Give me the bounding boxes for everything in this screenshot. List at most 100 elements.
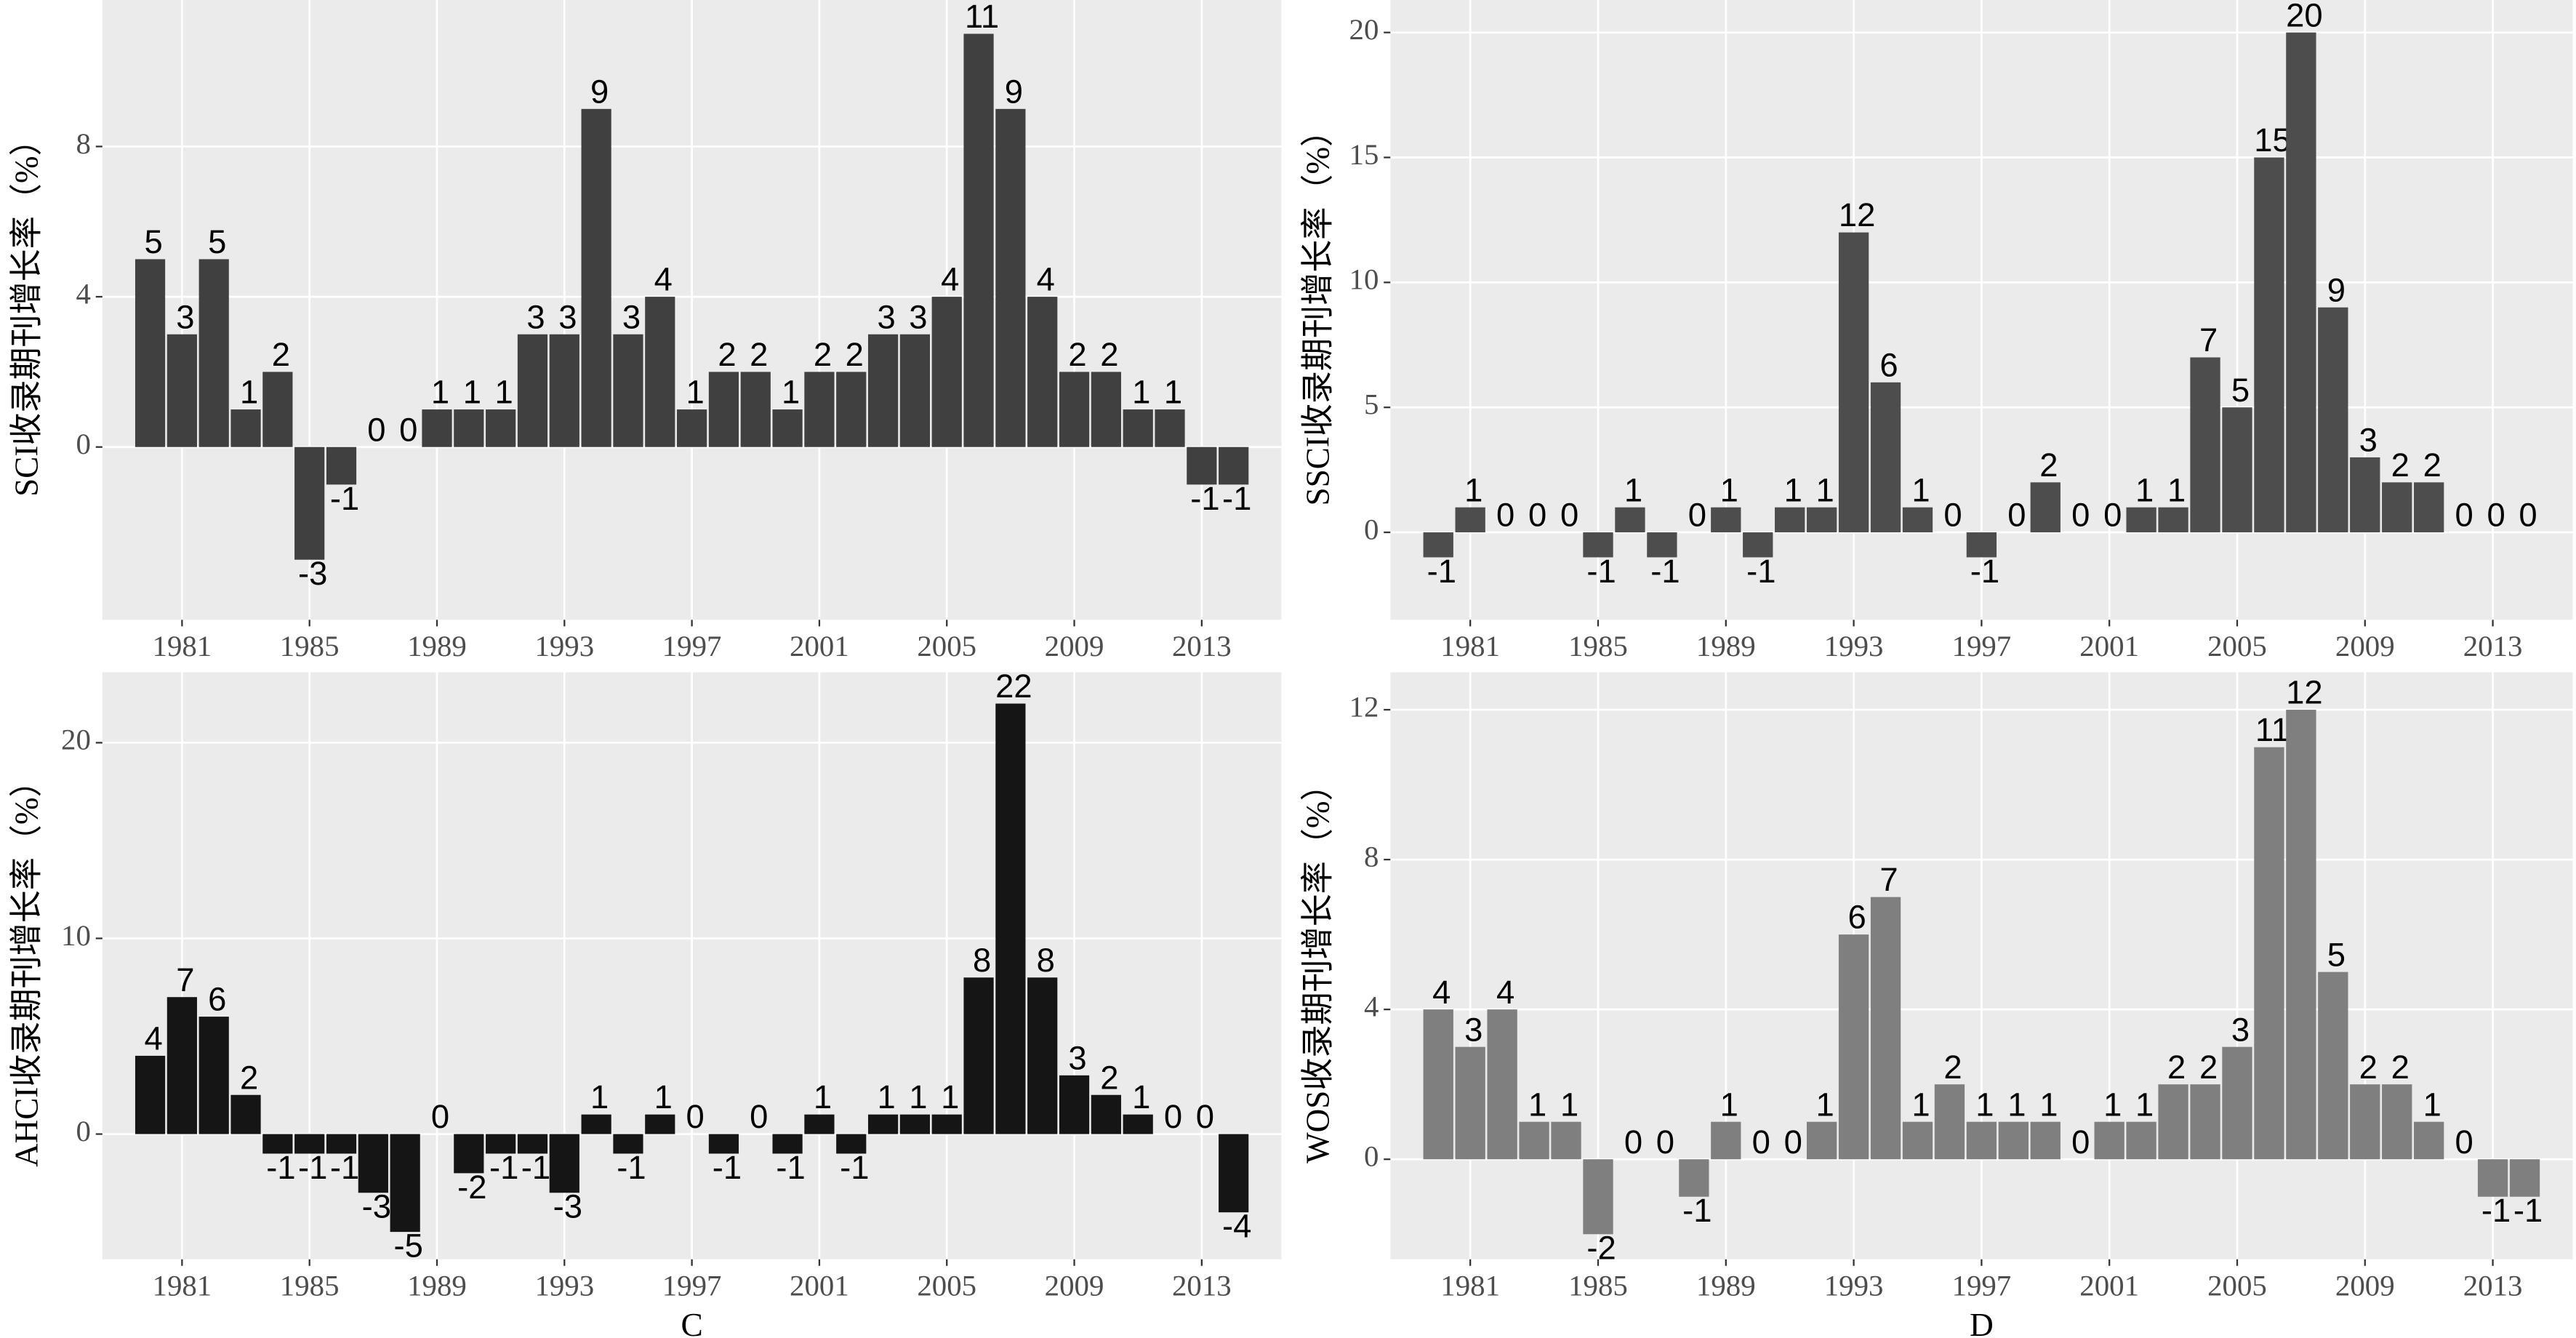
bar — [2286, 32, 2316, 533]
y-tick-label: 0 — [76, 1115, 90, 1147]
bar — [2414, 1121, 2444, 1160]
value-label: 1 — [495, 374, 513, 411]
y-tick-label: 20 — [61, 724, 91, 756]
bar — [230, 1094, 261, 1134]
value-label: 1 — [1911, 471, 1930, 508]
value-label: 1 — [1720, 471, 1738, 508]
x-axis-title: D — [1970, 1307, 1994, 1338]
value-label: 3 — [622, 299, 641, 336]
bar — [963, 977, 994, 1134]
bar — [2126, 507, 2156, 533]
bar — [294, 446, 325, 560]
x-tick-label: 2001 — [790, 1270, 849, 1302]
value-label: 2 — [2039, 446, 2058, 484]
value-label: 9 — [2327, 272, 2346, 309]
bar — [1806, 1121, 1837, 1160]
value-label: 7 — [2199, 321, 2218, 358]
y-tick-label: 5 — [1364, 388, 1379, 421]
y-axis-title: SCI收录期刊增长率（%） — [8, 123, 44, 497]
value-label: 0 — [1196, 1098, 1214, 1135]
bar — [1059, 1075, 1090, 1134]
value-label: 4 — [654, 261, 673, 298]
bar — [708, 1134, 739, 1154]
bar — [677, 409, 707, 447]
bar — [2222, 1046, 2252, 1160]
value-label: 1 — [782, 374, 800, 411]
x-tick-label: 2009 — [2335, 630, 2395, 662]
x-tick-label: 2013 — [1172, 630, 1232, 662]
value-label: -3 — [553, 1188, 582, 1225]
value-label: 1 — [2423, 1086, 2441, 1123]
x-tick-label: 1997 — [662, 630, 722, 662]
y-tick-label: 8 — [76, 127, 90, 160]
value-label: 0 — [2487, 497, 2505, 534]
value-label: 6 — [208, 981, 226, 1018]
value-label: 0 — [399, 411, 417, 448]
value-label: 3 — [558, 299, 577, 336]
value-label: 0 — [1752, 1123, 1770, 1161]
bar — [1423, 1009, 1453, 1160]
value-label: -5 — [394, 1227, 423, 1265]
bar — [135, 1055, 166, 1134]
bar — [2222, 407, 2252, 533]
bar — [2190, 1084, 2220, 1160]
bar — [517, 334, 548, 447]
x-tick-label: 1989 — [407, 630, 467, 662]
value-label: 3 — [526, 299, 545, 336]
value-label: 1 — [1464, 471, 1482, 508]
bar — [613, 1134, 643, 1154]
value-label: 3 — [2359, 422, 2378, 459]
value-label: 22 — [995, 668, 1032, 705]
bar — [198, 1017, 229, 1134]
value-label: 2 — [2391, 1049, 2410, 1086]
value-label: -2 — [457, 1169, 486, 1206]
value-label: 0 — [1784, 1123, 1802, 1161]
x-tick-label: 1997 — [662, 1270, 722, 1302]
bar — [899, 334, 931, 447]
value-label: 0 — [2071, 1123, 2090, 1161]
value-label: 2 — [846, 336, 864, 373]
value-label: 1 — [2135, 1086, 2154, 1123]
value-label: -1 — [1586, 553, 1616, 590]
value-label: 2 — [1100, 1059, 1118, 1096]
bar — [708, 372, 739, 447]
bar — [836, 1134, 867, 1154]
bar — [1219, 446, 1249, 485]
value-label: 3 — [176, 299, 194, 336]
bar — [549, 334, 579, 447]
value-label: 3 — [909, 299, 927, 336]
x-tick-label: 2013 — [2463, 1270, 2523, 1302]
value-label: 3 — [1464, 1011, 1482, 1048]
x-tick-label: 1981 — [153, 1270, 212, 1302]
bar — [2318, 972, 2348, 1160]
bar — [1934, 1084, 1965, 1160]
bar — [326, 1134, 357, 1154]
value-label: 0 — [1688, 497, 1706, 534]
bar — [1902, 507, 1933, 533]
x-tick-label: 1993 — [1824, 1270, 1884, 1302]
bar — [517, 1134, 548, 1154]
value-label: 3 — [1068, 1040, 1086, 1077]
value-label: -4 — [1222, 1208, 1251, 1245]
value-label: -1 — [713, 1149, 742, 1186]
bar — [1615, 507, 1645, 533]
value-label: 2 — [1100, 336, 1118, 373]
bar — [772, 1134, 803, 1154]
value-label: 1 — [1560, 1086, 1578, 1123]
value-label: -1 — [489, 1149, 518, 1186]
value-label: 1 — [1975, 1086, 1994, 1123]
bar — [2158, 1084, 2188, 1160]
y-tick-label: 4 — [1364, 990, 1379, 1023]
value-label: 2 — [750, 336, 768, 373]
x-tick-label: 2013 — [2463, 630, 2523, 662]
bar — [326, 446, 357, 485]
bar — [740, 372, 771, 447]
value-label: -1 — [1222, 480, 1251, 517]
value-label: -2 — [1586, 1230, 1616, 1267]
value-label: -1 — [298, 1149, 327, 1186]
bar — [995, 703, 1026, 1134]
value-label: 1 — [1132, 1078, 1150, 1115]
bar — [2382, 482, 2412, 533]
